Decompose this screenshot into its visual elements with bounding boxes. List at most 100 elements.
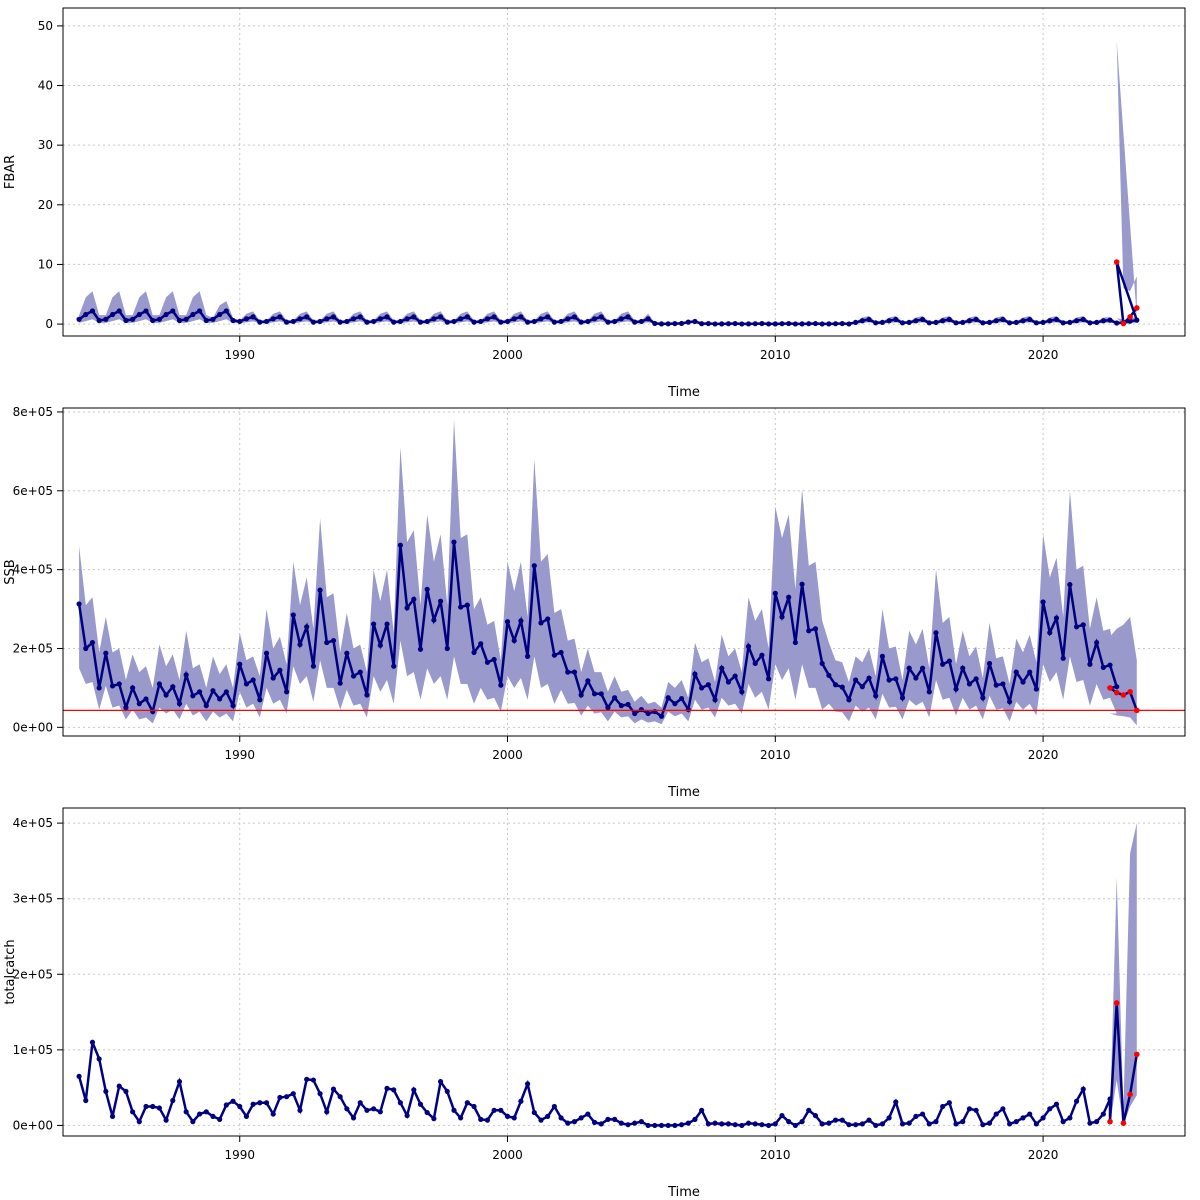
data-point (993, 1111, 999, 1117)
data-point (772, 321, 778, 327)
data-point (437, 314, 444, 320)
data-point (692, 671, 698, 677)
data-point (337, 319, 343, 325)
data-point (578, 319, 584, 325)
panel-fbar: 1990 2000 2010 2020 0 10 20 30 40 50 Time FBAR (3, 7, 1186, 400)
data-point (143, 696, 149, 702)
data-point (792, 639, 798, 646)
data-point (839, 320, 845, 327)
data-point (444, 645, 450, 652)
data-point (712, 697, 718, 703)
data-point (478, 641, 484, 647)
data-point (719, 665, 725, 671)
data-point (364, 692, 370, 698)
data-point (257, 697, 263, 703)
data-point (1053, 615, 1060, 621)
data-point (766, 676, 772, 682)
data-point (531, 318, 537, 325)
data-point (846, 321, 852, 327)
data-point (578, 1115, 584, 1121)
data-point (806, 321, 812, 327)
y-tick-label: 10 (38, 257, 53, 271)
data-point (873, 693, 879, 699)
data-point (933, 630, 939, 636)
data-point (304, 624, 310, 630)
data-point (1013, 1119, 1019, 1125)
data-point (437, 1078, 444, 1085)
data-point (417, 319, 424, 325)
data-point (665, 321, 671, 327)
data-point (940, 318, 946, 324)
data-point (618, 703, 624, 709)
data-point (283, 689, 290, 695)
data-point (417, 646, 424, 652)
data-point (524, 319, 531, 325)
data-point (196, 689, 203, 695)
data-point (685, 1120, 691, 1126)
data-point (210, 1113, 216, 1119)
data-point (1040, 319, 1046, 326)
y-tick-label: 2e+05 (13, 967, 53, 981)
data-point (873, 320, 879, 326)
data-point (879, 1121, 886, 1127)
data-point (203, 1109, 209, 1115)
data-point (223, 1102, 229, 1108)
data-point (859, 684, 865, 690)
data-point (705, 682, 711, 688)
y-tick-label: 0e+00 (13, 1118, 53, 1132)
data-point (397, 318, 404, 325)
data-point (96, 317, 102, 324)
x-tick-label: 2000 (492, 348, 523, 362)
data-point (283, 1094, 290, 1100)
data-point (1100, 664, 1106, 671)
data-point (806, 1107, 812, 1113)
x-tick-label: 2010 (760, 348, 791, 362)
y-tick-label: 50 (38, 19, 53, 33)
data-point (1053, 1101, 1060, 1107)
data-point (725, 1121, 732, 1127)
data-point (571, 669, 578, 675)
data-point (993, 682, 999, 688)
data-point (304, 1076, 310, 1082)
data-point (257, 319, 263, 325)
data-point (123, 1088, 129, 1095)
data-point (812, 626, 819, 632)
data-point (397, 542, 404, 548)
data-point (531, 1109, 537, 1116)
data-point (545, 314, 551, 320)
data-point (1107, 662, 1113, 668)
data-point (451, 539, 457, 545)
data-point (672, 1122, 678, 1129)
data-point (190, 311, 196, 318)
data-point (103, 650, 109, 656)
data-point (799, 581, 805, 587)
forecast-point (1133, 1051, 1140, 1058)
data-point (645, 1122, 651, 1129)
data-point (879, 319, 886, 326)
data-point (1047, 318, 1053, 324)
data-point (103, 1088, 109, 1095)
data-point (1094, 1119, 1100, 1125)
data-point (337, 680, 343, 686)
data-point (230, 1098, 236, 1104)
x-tick-label: 2010 (760, 748, 791, 762)
data-point (1033, 686, 1039, 692)
data-point (678, 695, 685, 702)
y-tick-label: 6e+05 (13, 484, 53, 498)
data-point (632, 319, 638, 325)
forecast-point (1113, 689, 1120, 696)
data-point (1100, 1111, 1106, 1117)
data-point (980, 1122, 986, 1128)
x-axis-title: Time (667, 785, 700, 800)
data-point (304, 314, 310, 320)
data-point (752, 321, 758, 327)
data-point (893, 1099, 899, 1105)
data-point (511, 637, 517, 644)
data-point (846, 697, 852, 703)
data-point (960, 665, 966, 671)
data-point (1060, 320, 1066, 326)
forecast-point (1133, 305, 1140, 311)
data-point (297, 641, 303, 648)
data-point (980, 320, 986, 326)
data-point (585, 678, 591, 684)
